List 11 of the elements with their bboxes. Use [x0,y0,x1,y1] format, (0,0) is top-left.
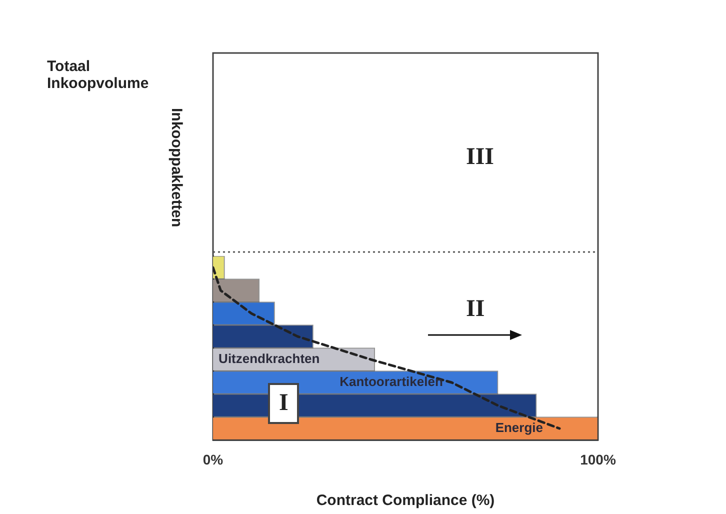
text: Totaal Inkoopvolume [47,58,150,92]
y-tick-label: Energie [495,420,543,436]
y-axis-title: Inkooppakketten [168,108,185,228]
y-tick-label: Uitzendkrachten [218,351,320,366]
x-tick-label: 0% [202,451,224,468]
annotation: II [466,296,485,323]
annotation: I [268,383,300,424]
text: III [466,144,494,171]
y-tick-label: Kantoorartikelen [340,374,443,390]
x-tick-label: 100% [580,451,616,468]
x-axis-title: Contract Compliance (%) [316,492,495,510]
